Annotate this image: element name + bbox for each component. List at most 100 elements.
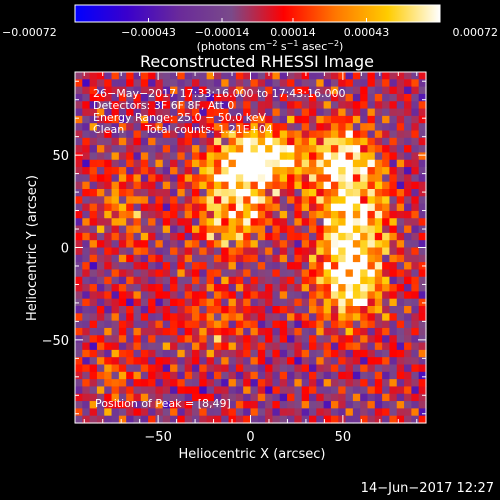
heatmap-cell: [374, 342, 383, 351]
heatmap-cell: [265, 174, 274, 183]
heatmap-cell: [148, 145, 157, 154]
heatmap-cell: [396, 86, 405, 95]
heatmap-cell: [199, 357, 208, 366]
heatmap-cell: [279, 232, 288, 241]
heatmap-cell: [192, 276, 200, 285]
heatmap-cell: [330, 137, 339, 146]
heatmap-cell: [140, 393, 149, 402]
heatmap-cell: [75, 379, 83, 388]
heatmap-cell: [192, 189, 200, 197]
heatmap-cell: [192, 335, 200, 344]
heatmap-cell: [213, 152, 222, 161]
heatmap-cell: [148, 72, 157, 80]
heatmap-cell: [104, 349, 113, 358]
heatmap-cell: [279, 130, 288, 139]
colorbar-units-label: (photons cm−2 s−1 asec−2): [197, 39, 344, 54]
heatmap-cell: [184, 291, 193, 300]
heatmap-cell: [89, 306, 98, 314]
heatmap-cell: [309, 218, 317, 227]
heatmap-cell: [140, 210, 149, 219]
heatmap-cell: [338, 203, 347, 212]
heatmap-cell: [184, 393, 193, 402]
heatmap-cell: [374, 320, 383, 329]
heatmap-cell: [294, 327, 303, 336]
heatmap-cell: [243, 401, 252, 409]
heatmap-cell: [301, 203, 310, 212]
heatmap-cell: [338, 240, 347, 249]
heatmap-cell: [265, 393, 274, 402]
heatmap-cell: [155, 232, 164, 241]
heatmap-cell: [367, 364, 376, 373]
heatmap-cell: [221, 174, 230, 183]
heatmap-cell: [221, 276, 230, 285]
heatmap-cell: [316, 79, 325, 88]
heatmap-cell: [374, 313, 383, 322]
heatmap-cell: [287, 79, 295, 88]
heatmap-cell: [352, 101, 361, 110]
heatmap-cell: [89, 218, 98, 227]
heatmap-cell: [192, 167, 200, 175]
heatmap-cell: [148, 371, 157, 380]
heatmap-cell: [75, 196, 83, 205]
heatmap-cell: [228, 115, 237, 124]
heatmap-cell: [162, 298, 171, 307]
heatmap-cell: [294, 72, 303, 80]
heatmap-cell: [235, 320, 244, 329]
heatmap-cell: [133, 218, 142, 227]
heatmap-cell: [367, 262, 376, 271]
heatmap-cell: [338, 306, 347, 314]
heatmap-cell: [213, 386, 222, 395]
heatmap-cell: [155, 327, 164, 336]
heatmap-cell: [82, 408, 91, 417]
heatmap-cell: [301, 145, 310, 154]
heatmap-cell: [133, 284, 142, 292]
heatmap-cell: [418, 181, 427, 190]
heatmap-cell: [89, 408, 98, 417]
heatmap-cell: [257, 93, 266, 102]
heatmap-cell: [243, 262, 252, 271]
heatmap-cell: [206, 379, 215, 388]
heatmap-cell: [301, 408, 310, 417]
heatmap-cell: [192, 145, 200, 154]
heatmap-cell: [89, 210, 98, 219]
heatmap-cell: [250, 298, 259, 307]
heatmap-cell: [206, 196, 215, 205]
heatmap-cell: [206, 79, 215, 88]
heatmap-cell: [396, 123, 405, 132]
heatmap-cell: [389, 123, 398, 132]
heatmap-cell: [155, 335, 164, 344]
heatmap-cell: [140, 306, 149, 314]
heatmap-cell: [228, 342, 237, 351]
heatmap-cell: [396, 349, 405, 358]
heatmap-cell: [235, 386, 244, 395]
heatmap-cell: [96, 159, 105, 168]
chart-title: Reconstructed RHESSI Image: [140, 52, 374, 71]
heatmap-cell: [360, 108, 369, 117]
heatmap-cell: [104, 232, 113, 241]
heatmap-cell: [411, 115, 420, 124]
heatmap-cell: [374, 181, 383, 190]
heatmap-cell: [316, 218, 325, 227]
heatmap-cell: [118, 379, 127, 388]
heatmap-cell: [309, 225, 317, 234]
heatmap-cell: [345, 72, 354, 80]
heatmap-cell: [148, 364, 157, 373]
heatmap-cell: [418, 196, 427, 205]
heatmap-cell: [111, 415, 120, 424]
heatmap-cell: [294, 167, 303, 175]
heatmap-cell: [184, 93, 193, 102]
heatmap-cell: [250, 240, 259, 249]
heatmap-cell: [177, 291, 186, 300]
heatmap-cell: [82, 93, 91, 102]
heatmap-cell: [177, 415, 186, 424]
heatmap-cell: [265, 218, 274, 227]
heatmap-cell: [389, 108, 398, 117]
heatmap-cell: [352, 349, 361, 358]
heatmap-cell: [330, 210, 339, 219]
heatmap-cell: [111, 247, 120, 256]
heatmap-cell: [111, 225, 120, 234]
heatmap-cell: [89, 189, 98, 197]
heatmap-cell: [155, 130, 164, 139]
heatmap-cell: [243, 152, 252, 161]
heatmap-cell: [140, 386, 149, 395]
